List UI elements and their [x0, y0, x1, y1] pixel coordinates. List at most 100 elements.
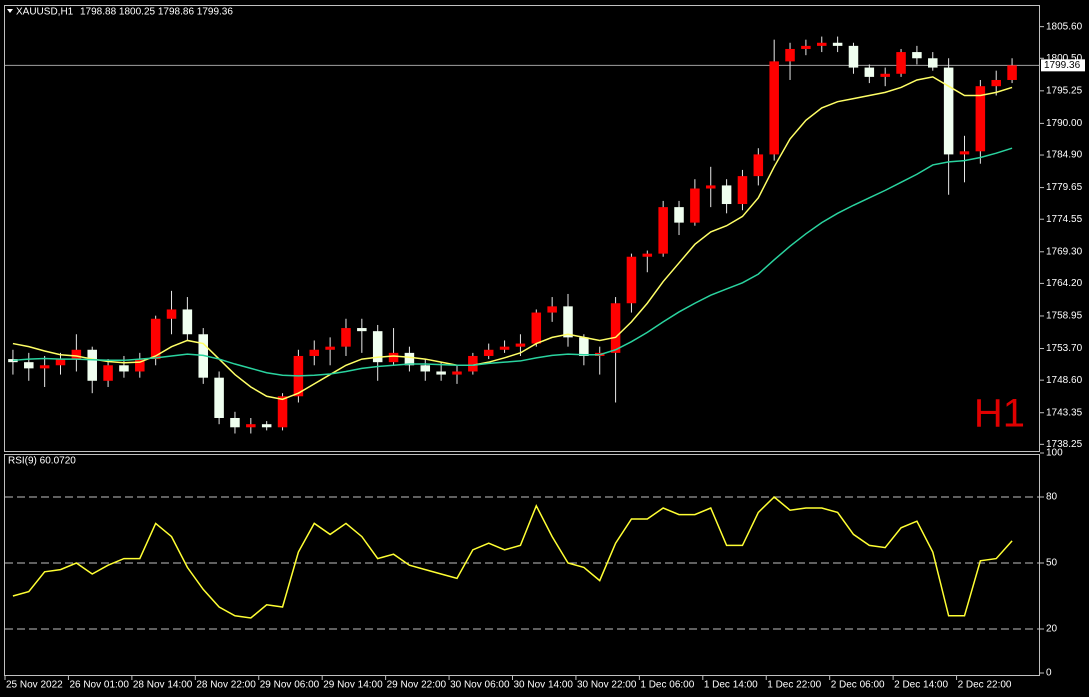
y-tick-label: 1795.25	[1046, 85, 1083, 96]
candle-body	[341, 328, 351, 347]
y-tick-label: 0	[1046, 668, 1052, 679]
x-tick-label: 26 Nov 01:00	[69, 680, 129, 691]
candle-body	[674, 207, 684, 223]
timeframe-label: H1	[974, 392, 1025, 436]
candle-body	[325, 346, 335, 350]
candle-body	[610, 303, 621, 353]
candle-body	[769, 61, 779, 155]
candle-body	[658, 207, 668, 254]
menu-arrow[interactable]	[7, 9, 13, 13]
moving-average	[12, 76, 1013, 401]
x-tick-label: 30 Nov 14:00	[514, 680, 574, 691]
y-tick-label: 80	[1046, 492, 1058, 503]
x-tick-label: 29 Nov 14:00	[323, 680, 383, 691]
candle-body	[372, 331, 383, 363]
y-tick-label: 50	[1046, 558, 1058, 569]
candle-body	[150, 318, 161, 360]
last-price-label: 1799.36	[1044, 60, 1081, 71]
y-tick-label: 1743.35	[1046, 407, 1083, 418]
rsi-line	[12, 495, 1013, 619]
candle-body	[579, 337, 589, 356]
y-tick-label: 1800.50	[1046, 53, 1083, 64]
candle-body	[880, 73, 890, 77]
candle-body	[547, 306, 557, 313]
candle-body	[864, 67, 875, 77]
candle-body	[24, 362, 34, 369]
symbol-title: XAUUSD,H1	[16, 7, 74, 18]
candle-body	[785, 48, 795, 62]
x-tick-label: 30 Nov 06:00	[450, 680, 510, 691]
candle-body	[135, 359, 145, 372]
candle-body	[404, 352, 415, 366]
candle-body	[832, 42, 843, 46]
x-tick-label: 29 Nov 22:00	[387, 680, 447, 691]
candle-body	[8, 359, 18, 363]
candle-body	[642, 253, 653, 257]
candle-body	[388, 352, 399, 363]
y-tick-label: 1790.00	[1046, 118, 1083, 129]
y-tick-label: 1738.25	[1046, 439, 1083, 450]
candle-body	[515, 343, 526, 347]
candle-body	[166, 309, 177, 319]
ohlc-label: 1798.88 1800.25 1798.86 1799.36	[80, 7, 233, 18]
x-tick-label: 1 Dec 06:00	[640, 680, 694, 691]
candle-body	[721, 185, 732, 205]
rsi-panel	[4, 454, 1040, 676]
y-tick-label: 100	[1046, 448, 1063, 459]
x-tick-label: 30 Nov 22:00	[577, 680, 637, 691]
x-tick-label: 2 Dec 06:00	[831, 680, 885, 691]
candle-body	[848, 45, 859, 68]
y-tick-label: 1758.95	[1046, 311, 1083, 322]
candle-body	[690, 188, 700, 223]
x-tick-label: 28 Nov 22:00	[196, 680, 256, 691]
candle-body	[230, 417, 240, 428]
candle-body	[975, 86, 986, 152]
candle-body	[309, 349, 320, 356]
candle-body	[261, 424, 272, 428]
x-tick-label: 2 Dec 14:00	[894, 680, 948, 691]
y-tick-label: 1769.30	[1046, 246, 1083, 257]
candle-body	[943, 67, 954, 155]
candle-body	[182, 309, 193, 335]
x-tick-label: 1 Dec 22:00	[767, 680, 821, 691]
candle-body	[483, 349, 494, 356]
y-tick-label: 1805.60	[1046, 21, 1083, 32]
candle-body	[817, 42, 827, 46]
candle-body	[801, 45, 811, 49]
candle-body	[959, 151, 970, 155]
x-tick-label: 28 Nov 14:00	[133, 680, 193, 691]
y-tick-label: 1784.90	[1046, 150, 1083, 161]
x-tick-label: 1 Dec 14:00	[704, 680, 758, 691]
candle-body	[436, 371, 446, 375]
y-tick-label: 1774.55	[1046, 214, 1083, 225]
candle-body	[277, 396, 288, 428]
candle-body	[705, 185, 716, 189]
candle-body	[357, 328, 367, 332]
price-panel	[4, 5, 1040, 452]
x-tick-label: 25 Nov 2022	[6, 680, 63, 691]
y-tick-label: 1764.20	[1046, 278, 1083, 289]
candle-body	[753, 154, 764, 177]
last-price-box	[1041, 59, 1085, 72]
candle-body	[452, 371, 462, 375]
candle-body	[420, 365, 431, 372]
x-tick-label: 2 Dec 22:00	[958, 680, 1012, 691]
candle-body	[626, 256, 637, 304]
y-tick-label: 1753.70	[1046, 343, 1083, 354]
candle-body	[87, 349, 97, 381]
candle-body	[103, 365, 113, 381]
moving-average	[12, 147, 1013, 377]
candle-body	[531, 312, 542, 344]
x-tick-label: 29 Nov 06:00	[260, 680, 320, 691]
candle-body	[499, 346, 510, 350]
candle-body	[55, 359, 66, 366]
candle-body	[991, 79, 1001, 87]
candle-body	[1007, 65, 1017, 80]
candle-body	[563, 306, 573, 338]
candle-body	[246, 424, 256, 428]
candle-body	[928, 58, 938, 68]
y-tick-label: 1779.65	[1046, 182, 1083, 193]
candle-body	[468, 355, 478, 372]
